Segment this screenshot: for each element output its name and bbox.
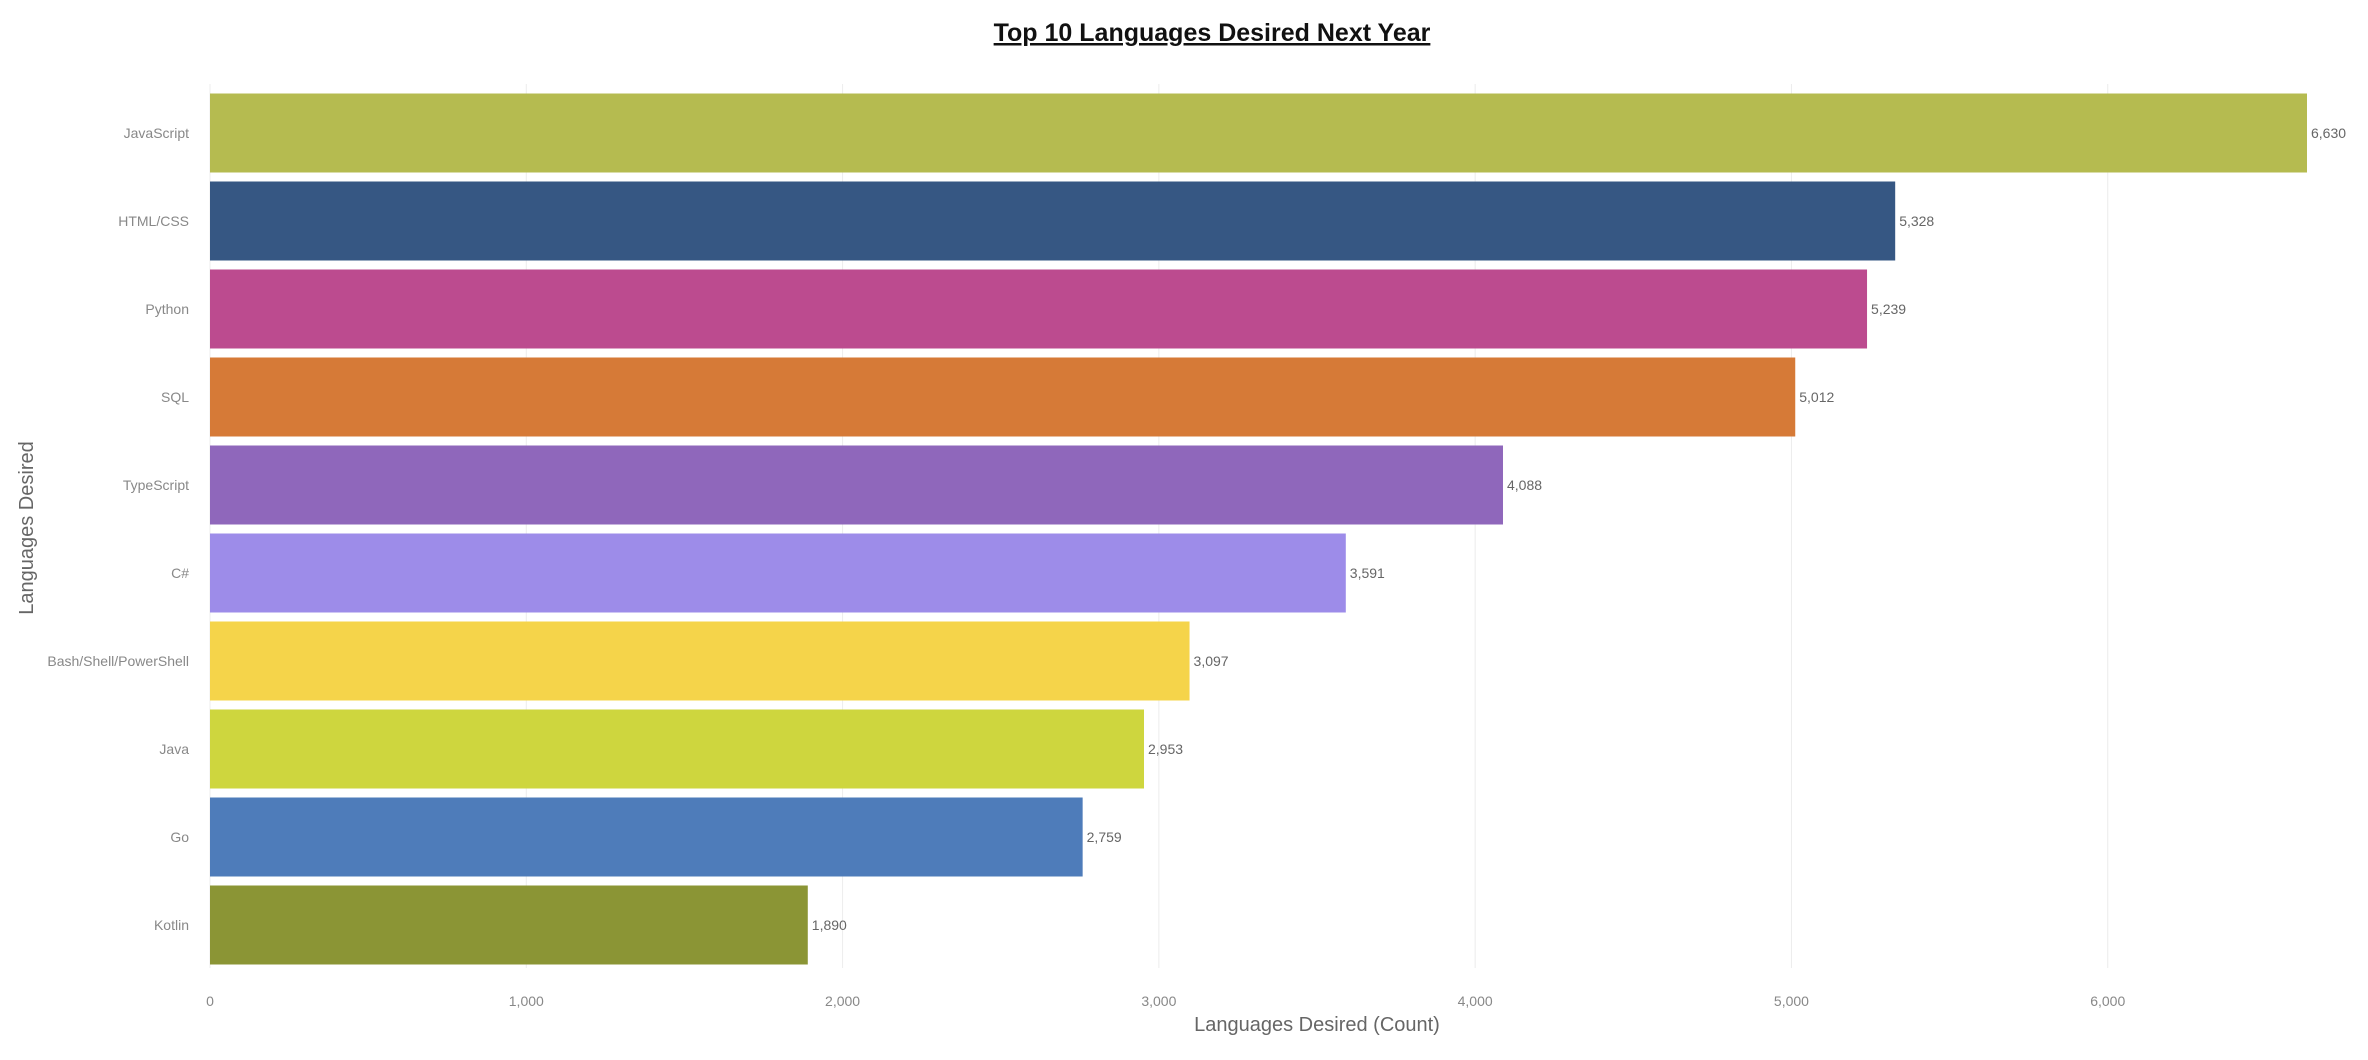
bar[interactable] (210, 93, 2307, 173)
y-tick-label: Go (170, 829, 189, 845)
bar-value-label: 5,239 (1871, 301, 1906, 317)
x-tick-label: 6,000 (2090, 993, 2125, 1009)
x-axis-tick-labels: 0 1,000 2,000 3,000 4,000 5,000 6,000 (206, 993, 2125, 1009)
bar[interactable] (210, 533, 1346, 613)
bar[interactable] (210, 357, 1796, 437)
bar[interactable] (210, 621, 1190, 701)
bar[interactable] (210, 885, 808, 965)
x-tick-label: 5,000 (1774, 993, 1809, 1009)
bar-value-label: 3,591 (1350, 565, 1385, 581)
chart-title: Top 10 Languages Desired Next Year (994, 19, 1431, 47)
bar-value-label: 1,890 (812, 917, 847, 933)
bar[interactable] (210, 797, 1083, 877)
bar-value-label: 5,012 (1799, 389, 1834, 405)
y-tick-label: Kotlin (154, 917, 189, 933)
bar-value-label: 5,328 (1899, 213, 1934, 229)
bar-value-label: 2,953 (1148, 741, 1183, 757)
y-tick-label: TypeScript (123, 477, 189, 493)
y-tick-label: SQL (161, 389, 189, 405)
y-tick-label: Bash/Shell/PowerShell (47, 653, 189, 669)
x-tick-label: 4,000 (1458, 993, 1493, 1009)
y-tick-label: HTML/CSS (118, 213, 189, 229)
y-axis-tick-labels: JavaScript HTML/CSS Python SQL TypeScript C# B… (47, 125, 189, 933)
bar-value-label: 2,759 (1087, 829, 1122, 845)
y-axis-title: Languages Desired (16, 441, 38, 614)
x-tick-label: 2,000 (825, 993, 860, 1009)
x-tick-label: 0 (206, 993, 214, 1009)
y-tick-label: Python (145, 301, 189, 317)
x-tick-label: 3,000 (1141, 993, 1176, 1009)
bar[interactable] (210, 269, 1868, 349)
bar-value-label: 4,088 (1507, 477, 1542, 493)
y-tick-label: C# (171, 565, 189, 581)
bar[interactable] (210, 181, 1896, 261)
bars (210, 93, 2307, 965)
bar[interactable] (210, 445, 1503, 525)
bar-value-label: 6,630 (2311, 125, 2346, 141)
bar-value-label: 3,097 (1194, 653, 1229, 669)
x-tick-label: 1,000 (509, 993, 544, 1009)
data-labels: 6,630 5,328 5,239 5,012 4,088 3,591 3,097 2,953… (812, 125, 2346, 933)
x-axis-title: Languages Desired (Count) (1194, 1014, 1440, 1036)
y-tick-label: Java (159, 741, 189, 757)
bar[interactable] (210, 709, 1145, 789)
y-tick-label: JavaScript (124, 125, 189, 141)
